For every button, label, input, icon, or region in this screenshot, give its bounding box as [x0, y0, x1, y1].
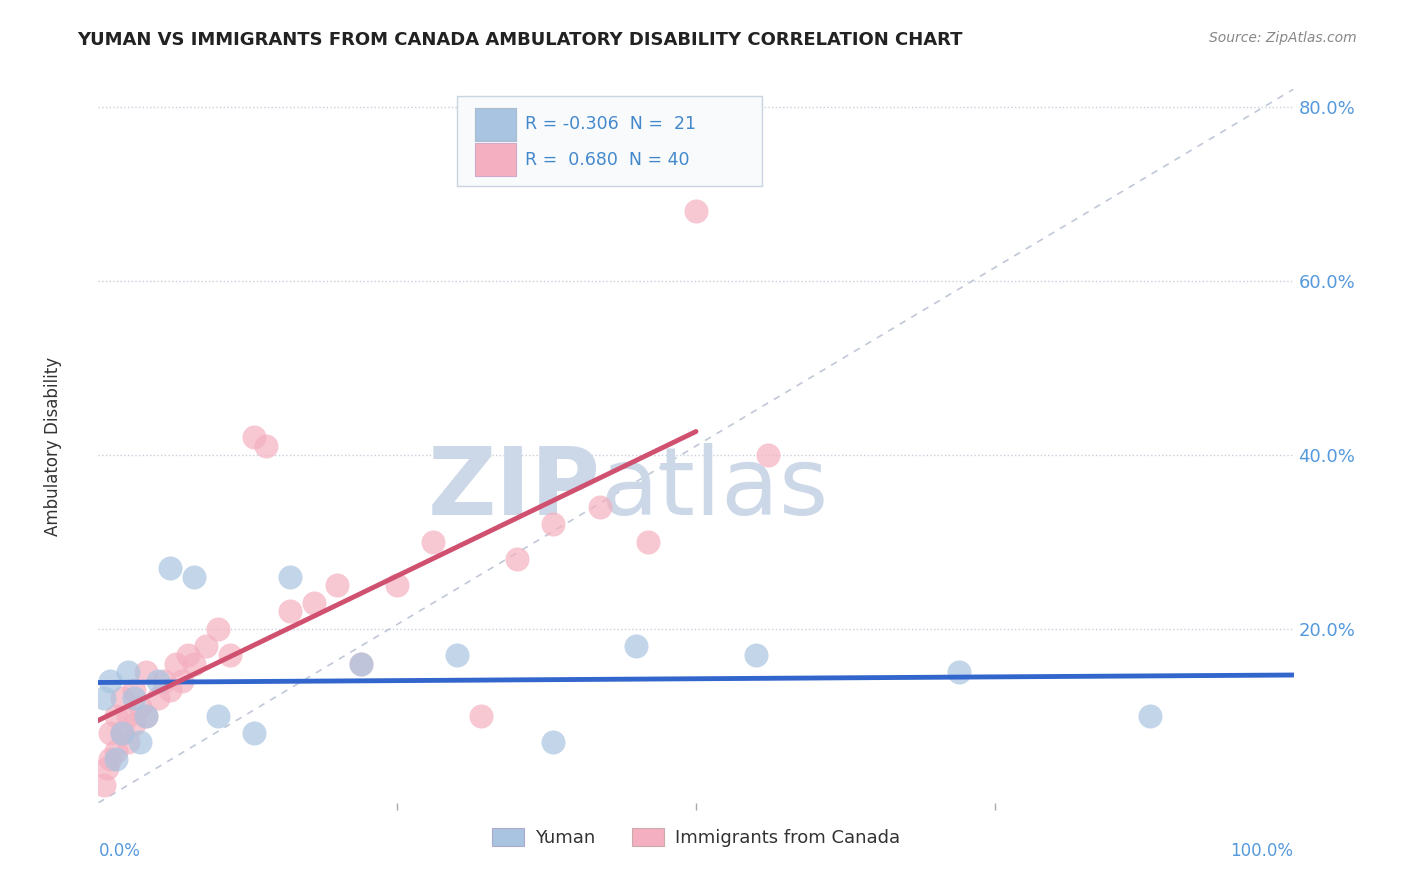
Text: 100.0%: 100.0% — [1230, 842, 1294, 860]
Point — [948, 665, 970, 680]
Point — [105, 752, 128, 766]
Point — [350, 657, 373, 671]
Text: ZIP: ZIP — [427, 442, 600, 535]
FancyBboxPatch shape — [475, 144, 516, 177]
FancyBboxPatch shape — [475, 108, 516, 141]
Point — [159, 682, 181, 697]
Point — [98, 673, 122, 688]
Point — [278, 569, 301, 583]
Point — [96, 761, 118, 775]
Point — [254, 439, 277, 453]
Point — [506, 552, 529, 566]
Text: Source: ZipAtlas.com: Source: ZipAtlas.com — [1209, 31, 1357, 45]
Point — [219, 648, 242, 662]
Point — [637, 534, 659, 549]
Point — [129, 700, 152, 714]
Text: YUMAN VS IMMIGRANTS FROM CANADA AMBULATORY DISABILITY CORRELATION CHART: YUMAN VS IMMIGRANTS FROM CANADA AMBULATO… — [77, 31, 963, 49]
Point — [153, 673, 176, 688]
Point — [541, 735, 564, 749]
Point — [589, 500, 612, 514]
Point — [105, 708, 128, 723]
Point — [685, 204, 707, 219]
Point — [124, 717, 146, 731]
Point — [446, 648, 468, 662]
Point — [626, 639, 648, 653]
Point — [243, 430, 266, 444]
Point — [183, 657, 205, 671]
Point — [98, 752, 122, 766]
Text: Ambulatory Disability: Ambulatory Disability — [44, 357, 62, 535]
Point — [177, 648, 200, 662]
Point — [148, 673, 170, 688]
Point — [159, 561, 181, 575]
Point — [172, 673, 194, 688]
Point — [117, 665, 139, 680]
Point — [135, 665, 157, 680]
Point — [117, 735, 139, 749]
Point — [541, 517, 564, 532]
Point — [148, 691, 170, 706]
Text: R =  0.680  N = 40: R = 0.680 N = 40 — [524, 151, 689, 169]
Point — [756, 448, 779, 462]
Point — [111, 691, 134, 706]
Point — [207, 622, 229, 636]
Point — [105, 743, 128, 757]
Point — [124, 691, 146, 706]
Point — [302, 596, 325, 610]
Point — [98, 726, 122, 740]
Point — [745, 648, 768, 662]
Point — [195, 639, 218, 653]
Text: 0.0%: 0.0% — [98, 842, 141, 860]
Point — [470, 708, 492, 723]
Point — [129, 735, 152, 749]
FancyBboxPatch shape — [457, 96, 762, 186]
Point — [422, 534, 444, 549]
Point — [135, 708, 157, 723]
Point — [1139, 708, 1161, 723]
Point — [385, 578, 409, 592]
Text: R = -0.306  N =  21: R = -0.306 N = 21 — [524, 115, 696, 133]
Point — [183, 569, 205, 583]
Point — [350, 657, 373, 671]
Point — [111, 726, 134, 740]
Legend: Yuman, Immigrants from Canada: Yuman, Immigrants from Canada — [485, 821, 907, 855]
Point — [111, 726, 134, 740]
Point — [207, 708, 229, 723]
Point — [117, 708, 139, 723]
Point — [135, 708, 157, 723]
Point — [326, 578, 349, 592]
Point — [93, 691, 115, 706]
Point — [93, 778, 115, 792]
Point — [278, 604, 301, 618]
Point — [243, 726, 266, 740]
Point — [165, 657, 187, 671]
Point — [124, 682, 146, 697]
Text: atlas: atlas — [600, 442, 828, 535]
